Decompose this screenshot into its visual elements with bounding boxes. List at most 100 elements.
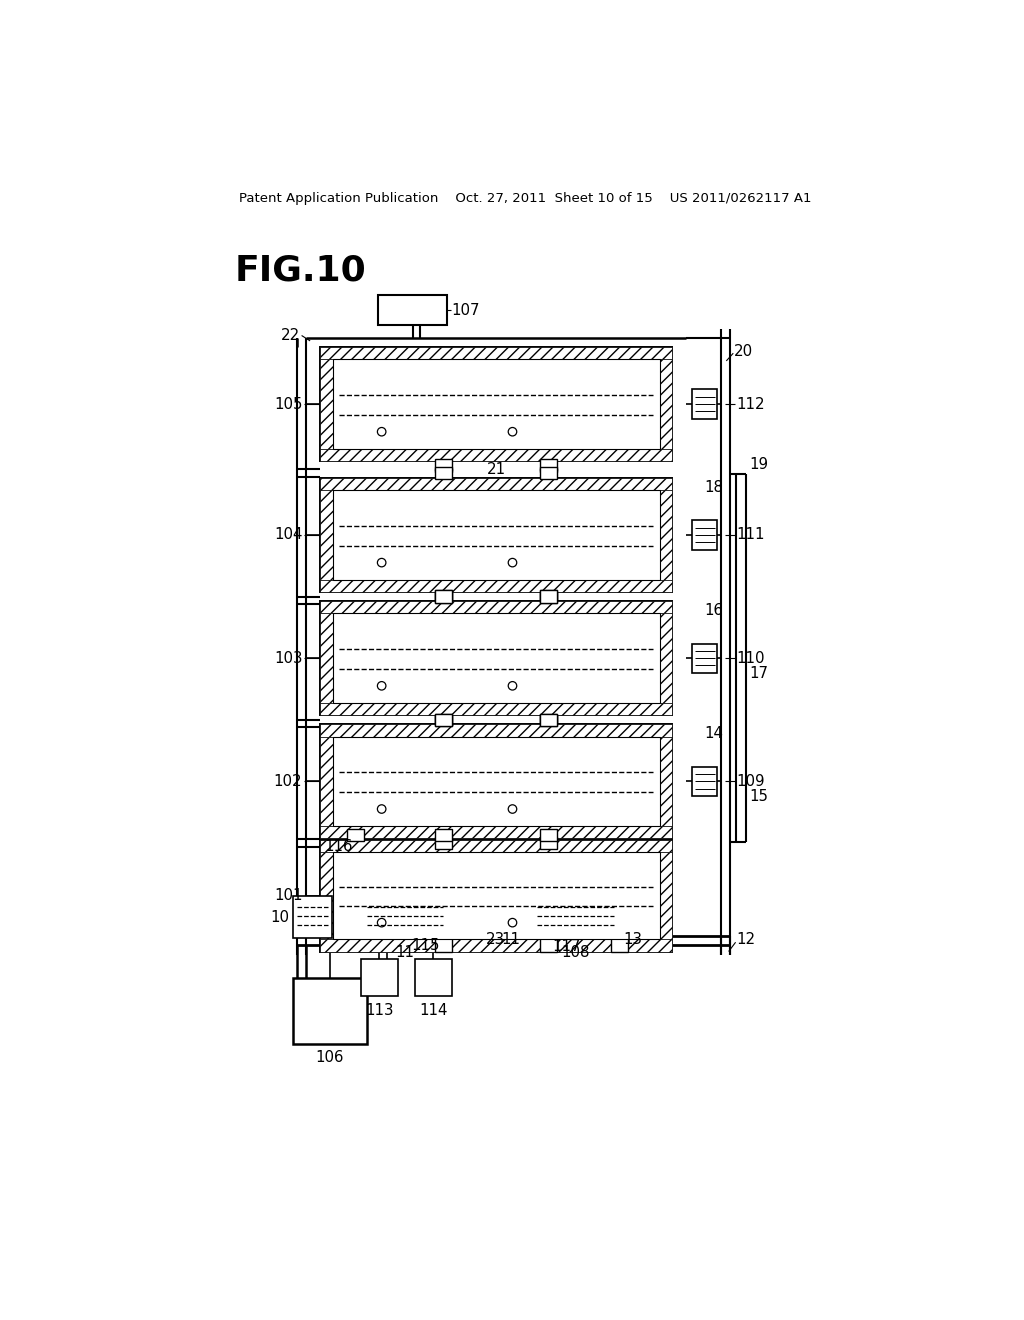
Bar (435, 714, 452, 726)
Bar (541, 591, 557, 601)
Bar (333, 853, 659, 940)
Bar (360, 960, 397, 997)
Text: FIG.10: FIG.10 (234, 253, 367, 286)
Bar (541, 590, 557, 603)
Bar (321, 601, 672, 715)
Bar (321, 853, 333, 940)
Bar (321, 579, 672, 591)
Bar (321, 347, 672, 461)
Text: 109: 109 (736, 774, 765, 789)
Bar (415, 960, 452, 997)
Text: 114: 114 (419, 1002, 447, 1018)
Bar (435, 715, 452, 725)
Bar (321, 347, 672, 359)
Bar (321, 478, 672, 490)
Bar (531, 896, 621, 939)
Text: 107: 107 (452, 302, 480, 318)
Text: 12: 12 (736, 932, 756, 948)
Bar (321, 614, 333, 702)
Bar (378, 296, 447, 325)
Text: 102: 102 (273, 774, 302, 789)
Bar (321, 359, 333, 449)
Bar (360, 896, 450, 939)
Bar (610, 928, 628, 952)
Bar (321, 840, 672, 952)
Bar (333, 359, 659, 449)
Text: 105: 105 (273, 396, 302, 412)
Bar (659, 853, 672, 940)
Text: 106: 106 (315, 1051, 344, 1065)
Bar (435, 590, 452, 603)
Bar (321, 601, 672, 614)
Bar (435, 830, 452, 847)
Text: 115: 115 (411, 937, 439, 953)
Text: 117: 117 (553, 939, 582, 953)
Bar (541, 459, 557, 471)
Bar (659, 359, 672, 449)
Bar (692, 520, 717, 549)
Bar (435, 467, 452, 479)
Bar (435, 928, 452, 952)
Bar (321, 449, 672, 461)
Bar (541, 714, 557, 726)
Bar (541, 715, 557, 725)
Bar (321, 725, 672, 737)
Bar (435, 837, 452, 849)
Bar (333, 737, 659, 826)
Text: 110: 110 (736, 651, 765, 665)
Text: 11: 11 (502, 932, 520, 948)
Text: 108: 108 (561, 945, 590, 960)
Bar (321, 940, 672, 952)
Bar (435, 829, 452, 841)
Text: 20: 20 (734, 345, 754, 359)
Bar (321, 478, 672, 591)
Bar (541, 829, 557, 841)
Text: 103: 103 (273, 651, 302, 665)
Bar (321, 826, 672, 838)
Bar (321, 490, 333, 579)
Bar (435, 591, 452, 601)
Bar (541, 837, 557, 849)
Bar (541, 590, 557, 603)
Text: 116: 116 (324, 838, 352, 854)
Text: 23: 23 (486, 932, 505, 948)
Text: Patent Application Publication    Oct. 27, 2011  Sheet 10 of 15    US 2011/02621: Patent Application Publication Oct. 27, … (239, 191, 811, 205)
Text: 11: 11 (395, 945, 415, 960)
Bar (435, 459, 452, 471)
Text: 104: 104 (273, 528, 302, 543)
Bar (541, 467, 557, 479)
Text: 111: 111 (736, 528, 765, 543)
Text: 10: 10 (270, 909, 289, 925)
Bar (692, 644, 717, 673)
Bar (659, 614, 672, 702)
Bar (541, 830, 557, 847)
Bar (321, 725, 672, 838)
Text: 14: 14 (703, 726, 723, 741)
Text: 113: 113 (365, 1002, 393, 1018)
Bar (541, 913, 557, 952)
Bar (435, 714, 452, 726)
Bar (293, 896, 332, 939)
Bar (321, 702, 672, 715)
Bar (293, 978, 367, 1044)
Text: 101: 101 (273, 888, 302, 903)
Bar (692, 389, 717, 418)
Text: 17: 17 (750, 667, 769, 681)
Bar (659, 737, 672, 826)
Text: 112: 112 (736, 396, 765, 412)
Text: 19: 19 (750, 457, 769, 471)
Text: 18: 18 (703, 479, 723, 495)
Bar (333, 614, 659, 702)
Text: 13: 13 (624, 932, 642, 946)
Text: 22: 22 (281, 327, 300, 343)
Bar (541, 469, 557, 470)
Text: 15: 15 (750, 789, 769, 804)
Text: 21: 21 (486, 462, 506, 477)
Bar (541, 714, 557, 726)
Bar (435, 469, 452, 470)
Bar (435, 590, 452, 603)
Bar (347, 829, 364, 841)
Text: 16: 16 (703, 603, 723, 618)
Bar (321, 737, 333, 826)
Bar (321, 840, 672, 853)
